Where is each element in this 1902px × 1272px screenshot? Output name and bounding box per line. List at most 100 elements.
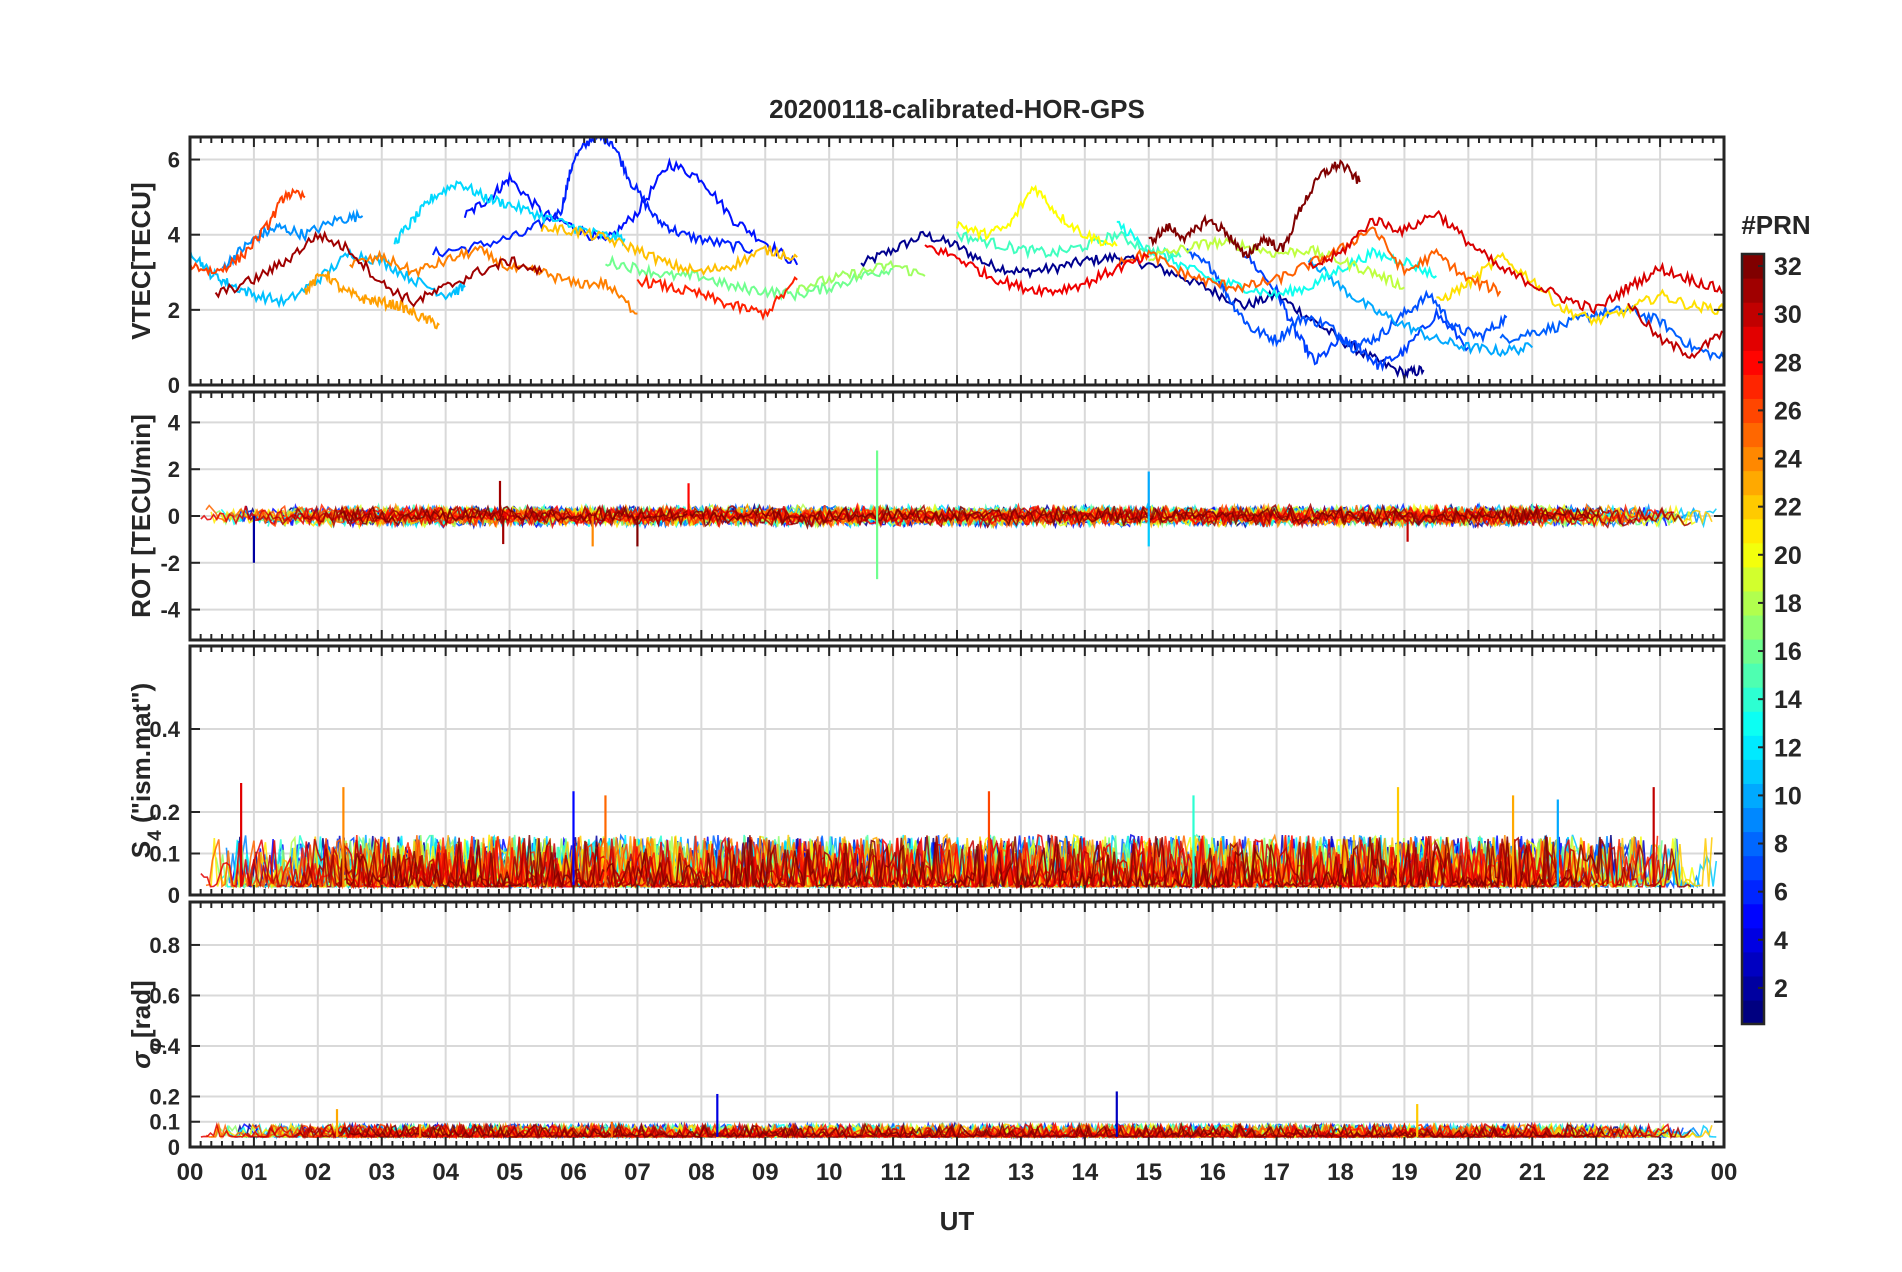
vtec-series-prn-31 (214, 230, 543, 308)
vtec-series-prn-30 (1627, 302, 1724, 359)
s4-ytick-label: 0 (168, 883, 180, 908)
rot-ytick-label: 4 (168, 410, 181, 435)
colorbar-tick-label: 18 (1774, 590, 1802, 618)
x-tick-label: 01 (241, 1159, 268, 1186)
colorbar-segment (1742, 326, 1764, 351)
sigma-series-prn-32 (340, 1121, 1604, 1140)
sigma-ytick-label: 0.2 (149, 1084, 180, 1109)
x-tick-label: 23 (1647, 1159, 1674, 1186)
vtec-series-prn-11 (1307, 257, 1534, 358)
colorbar-segment (1742, 254, 1764, 279)
x-tick-label: 20 (1455, 1159, 1482, 1186)
x-tick-label: 03 (368, 1159, 395, 1186)
colorbar-segment (1742, 855, 1764, 881)
rot-series-group (200, 450, 1717, 580)
vtec-series-prn-7 (1186, 248, 1508, 354)
x-tick-label: 00 (177, 1159, 204, 1186)
x-tick-label: 05 (496, 1159, 523, 1186)
x-tick-label: 14 (1071, 1159, 1098, 1186)
colorbar-segment (1742, 807, 1764, 833)
vtec-ytick-label: 0 (168, 373, 180, 398)
s4-ticks: 0 0.1 0.2 0.4 (149, 646, 1725, 908)
vtec-series-prn-23 (304, 271, 440, 330)
panel-sigma: 00.10.2 0.4 0.6 0.8 σφ[rad] (126, 900, 1726, 1160)
colorbar-tick-label: 2 (1774, 975, 1788, 1003)
sigma-y-axis-label: σφ[rad] (126, 980, 166, 1068)
colorbar-tick-label: 22 (1774, 494, 1802, 522)
vtec-series-prn-12 (190, 247, 466, 309)
colorbar-label: #PRN (1741, 210, 1810, 240)
x-tick-label: 08 (688, 1159, 715, 1186)
sigma-ytick-label: 0.4 (149, 1034, 180, 1059)
rot-ytick-label: -4 (160, 598, 180, 623)
panel-vtec: 0 2 4 6 VTEC[TECU] (126, 135, 1726, 398)
rot-series-prn-30 (246, 503, 1588, 530)
vtec-series-prn-10 (221, 208, 364, 273)
vtec-y-axis-label: VTEC[TECU] (126, 182, 156, 339)
colorbar-tick-label: 32 (1774, 253, 1802, 281)
vtec-series-prn-5 (431, 137, 754, 258)
colorbar-segment (1742, 783, 1764, 809)
vtec-series-prn-16 (604, 254, 894, 302)
vtec-series-prn-32 (1148, 159, 1361, 259)
x-tick-label: 17 (1263, 1159, 1290, 1186)
s4-series-prn-32 (340, 835, 1604, 890)
colorbar-segment (1742, 470, 1764, 496)
x-tick-label: 02 (304, 1159, 331, 1186)
x-tick-labels: 00 01 02 03 04 05 06 07 08 09 10 11 12 13 14 15 16 17 18 19… (177, 1159, 1738, 1186)
colorbar-segment (1742, 302, 1764, 327)
s4-ytick-label: 0.2 (149, 800, 180, 825)
x-tick-label: 00 (1711, 1159, 1738, 1186)
colorbar-tick-label: 30 (1774, 301, 1802, 329)
colorbar-tick-label: 16 (1774, 638, 1802, 666)
colorbar-tick-label: 26 (1774, 397, 1802, 425)
sigma-ytick-label: 0.8 (149, 933, 180, 958)
colorbar-segment (1742, 446, 1764, 472)
panel-rot: -4 -2 0 2 4 ROT [TECU/min] (126, 390, 1726, 642)
x-axis-label: UT (940, 1206, 975, 1236)
x-tick-label: 12 (944, 1159, 971, 1186)
vtec-series-prn-24 (349, 245, 638, 315)
vtec-series-prn-21 (1436, 251, 1724, 327)
chart-title: 20200118-calibrated-HOR-GPS (769, 94, 1145, 124)
colorbar-segment (1742, 542, 1764, 568)
colorbar-tick-label: 8 (1774, 831, 1788, 859)
x-tick-label: 10 (816, 1159, 843, 1186)
colorbar-segment (1742, 590, 1764, 616)
colorbar-tick-label: 24 (1774, 446, 1802, 474)
vtec-series-prn-20 (956, 184, 1118, 248)
colorbar-tick-label: 4 (1774, 927, 1788, 955)
sigma-frame (188, 900, 1726, 1149)
vtec-series-prn-8 (1499, 304, 1724, 362)
x-tick-label: 06 (560, 1159, 587, 1186)
s4-ytick-label: 0.4 (149, 717, 180, 742)
x-tick-label: 07 (624, 1159, 651, 1186)
x-tick-label: 11 (880, 1159, 905, 1186)
x-tick-label: 04 (432, 1159, 459, 1186)
rot-frame (188, 390, 1726, 642)
colorbar-segment (1742, 687, 1764, 712)
colorbar-frame (1740, 252, 1766, 1026)
colorbar-segment (1742, 663, 1764, 688)
vtec-frame (188, 135, 1726, 387)
colorbar-segment (1742, 927, 1764, 953)
colorbar-segment (1742, 831, 1764, 857)
vtec-series-prn-28 (924, 244, 1150, 299)
panel-s4: 0 0.1 0.2 0.4S4 ("ism.mat") (126, 644, 1726, 908)
s4-series-group (200, 782, 1718, 890)
colorbar-segment (1742, 639, 1764, 664)
colorbar-segment (1742, 951, 1764, 977)
x-tick-label: 22 (1583, 1159, 1610, 1186)
colorbar-tick-label: 6 (1774, 879, 1788, 907)
colorbar-tick-label: 20 (1774, 542, 1802, 570)
x-tick-label: 18 (1327, 1159, 1354, 1186)
colorbar-tick-label: 28 (1774, 349, 1802, 377)
vtec-ytick-label: 2 (168, 298, 180, 323)
s4-ytick-label: 0.1 (149, 842, 180, 867)
colorbar-tick-label: 10 (1774, 782, 1802, 810)
rot-ytick-label: 0 (168, 504, 180, 529)
sigma-grid (190, 902, 1724, 1147)
x-tick-label: 16 (1199, 1159, 1226, 1186)
